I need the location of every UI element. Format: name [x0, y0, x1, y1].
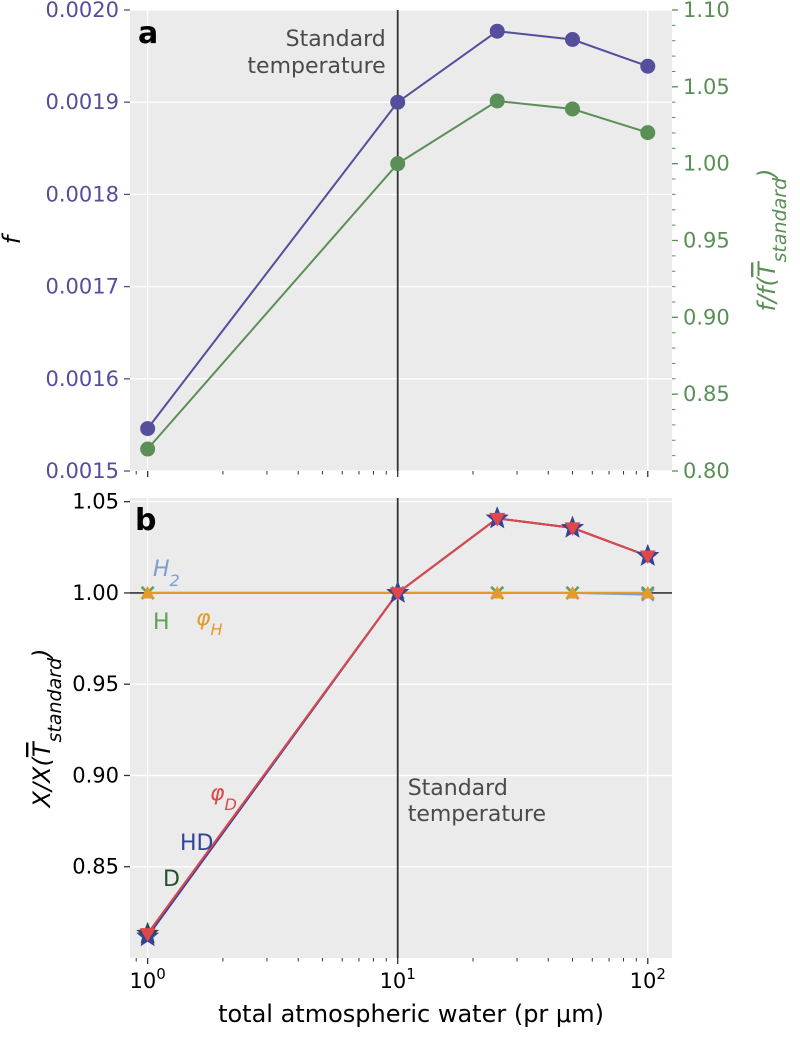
ytick-label-b: 0.95: [72, 672, 119, 696]
data-point-left: [140, 421, 156, 437]
series-label-H2: H2: [153, 557, 180, 590]
y-axis-title-b: X/X(Tstandard): [28, 649, 66, 810]
panel-letter-b: b: [135, 503, 156, 538]
ytick-label-right: 0.80: [683, 459, 730, 483]
series-label-H: H: [153, 610, 170, 635]
xtick-label: 101: [380, 965, 416, 993]
plot-area-a: [130, 10, 672, 471]
x-axis-title: total atmospheric water (pr μm): [218, 1000, 604, 1028]
ytick-label-b: 1.05: [72, 490, 119, 514]
data-point-φD: [489, 512, 506, 527]
ytick-label-b: 1.00: [72, 581, 119, 605]
series-label-φH: φH: [196, 606, 223, 639]
annotation-line-1: Standard: [286, 27, 386, 52]
data-point-φD: [639, 550, 656, 565]
data-point-right: [140, 441, 156, 457]
ytick-label-right: 0.95: [683, 229, 730, 253]
plot-area-b: [130, 498, 672, 958]
annotation-line-2: temperature: [247, 54, 385, 79]
ytick-label-left: 0.0016: [46, 367, 119, 391]
data-point-right: [564, 101, 580, 117]
data-point-left: [640, 58, 656, 74]
data-point-φH: [565, 585, 580, 599]
ytick-label-right: 1.00: [683, 152, 730, 176]
ytick-label-left: 0.0019: [46, 90, 119, 114]
annotation-line-1: Standard: [408, 776, 508, 801]
ytick-label-b: 0.90: [72, 763, 119, 787]
annotation-line-2: temperature: [408, 802, 546, 827]
data-point-φD: [564, 522, 581, 536]
data-point-left: [489, 23, 505, 39]
data-point-left: [564, 32, 580, 48]
xtick-label: 100: [130, 965, 166, 993]
panel-letter-a: a: [138, 16, 158, 51]
data-point-φH: [640, 585, 655, 599]
y-axis-title-right: f/f(Tstandard): [753, 168, 791, 311]
series-label-D: D: [163, 867, 180, 892]
ytick-label-b: 0.85: [72, 855, 119, 879]
ytick-label-left: 0.0015: [46, 459, 119, 483]
series-label-φD: φD: [210, 781, 237, 814]
data-point-right: [390, 156, 406, 172]
data-point-right: [640, 125, 656, 141]
data-point-φH: [490, 585, 505, 599]
data-point-φH: [140, 585, 155, 599]
ytick-label-right: 1.05: [683, 75, 730, 99]
data-point-right: [489, 93, 505, 109]
ytick-label-left: 0.0020: [46, 0, 119, 22]
xtick-label: 102: [630, 965, 666, 993]
ytick-label-right: 0.85: [683, 382, 730, 406]
data-point-left: [390, 94, 406, 110]
ytick-label-left: 0.0017: [46, 275, 119, 299]
y-axis-title-left: f: [0, 232, 26, 244]
series-label-HD: HD: [180, 831, 213, 856]
ytick-label-right: 1.10: [683, 0, 730, 22]
ytick-label-right: 0.90: [683, 305, 730, 329]
data-point-φD: [139, 928, 156, 942]
ytick-label-left: 0.0018: [46, 182, 119, 206]
data-point-φD: [389, 587, 406, 601]
